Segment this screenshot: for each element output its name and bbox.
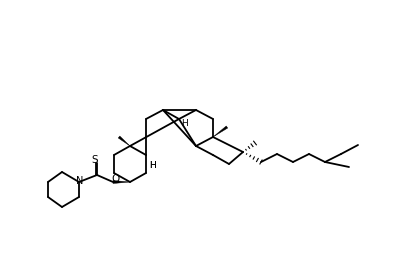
Text: S: S (92, 155, 98, 165)
Text: H: H (150, 160, 156, 169)
Text: O: O (111, 174, 119, 184)
Polygon shape (118, 136, 130, 146)
Polygon shape (113, 180, 130, 184)
Polygon shape (213, 126, 228, 137)
Text: N: N (76, 176, 84, 186)
Text: H: H (180, 119, 187, 128)
Text: H: H (150, 160, 156, 169)
